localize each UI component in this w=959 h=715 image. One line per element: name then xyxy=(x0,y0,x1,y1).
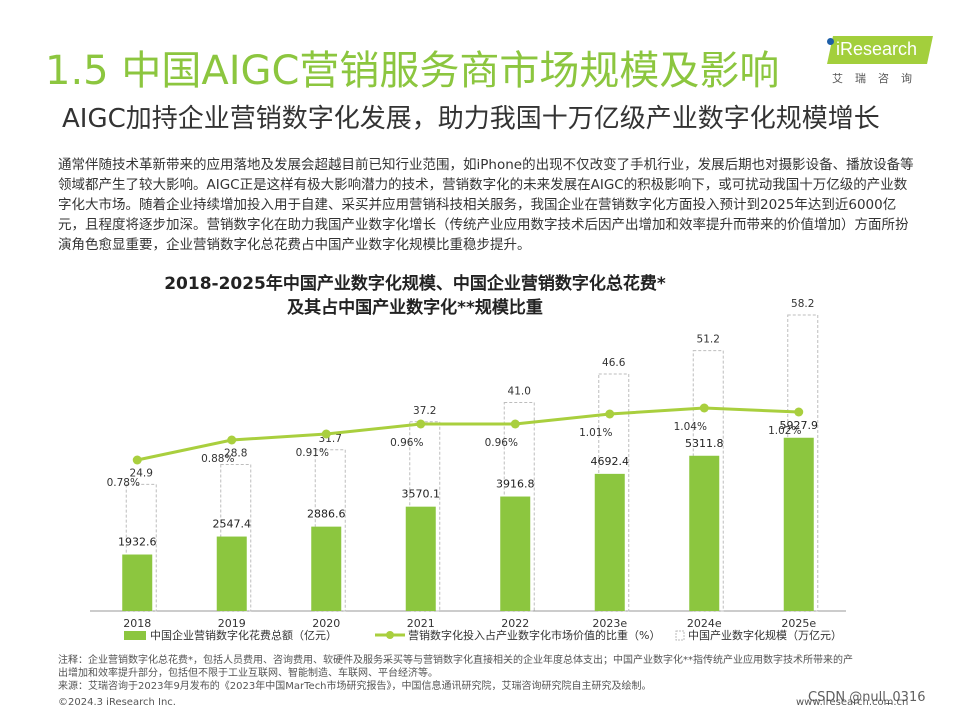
x-tick-label: 2023e xyxy=(592,617,627,630)
ratio-point xyxy=(699,403,709,413)
legend-scale-swatch xyxy=(675,630,685,641)
x-tick-label: 2018 xyxy=(123,617,151,630)
iresearch-logo: iResearch 艾瑞咨询 xyxy=(822,36,933,92)
spend-bar xyxy=(500,496,531,611)
legend-bar-label: 中国企业营销数字化花费总额（亿元） xyxy=(150,628,337,642)
spend-bar-label: 2886.6 xyxy=(307,508,346,521)
ratio-point xyxy=(321,429,331,439)
scale-bar-label: 51.2 xyxy=(697,334,720,346)
ratio-point-label: 1.01% xyxy=(579,427,612,439)
logo-text: iResearch xyxy=(836,39,918,59)
spend-bar-label: 5311.8 xyxy=(685,437,724,450)
spend-bar xyxy=(689,455,720,611)
spend-bar-label: 3570.1 xyxy=(402,488,441,501)
ratio-point-label: 0.78% xyxy=(107,477,140,489)
ratio-point-label: 1.04% xyxy=(674,421,707,433)
ratio-point xyxy=(510,419,520,429)
legend-line-marker xyxy=(386,631,394,639)
scale-bar-label: 46.6 xyxy=(602,357,626,369)
page-title: 1.5 中国AIGC营销服务商市场规模及影响 xyxy=(45,48,780,94)
ratio-point xyxy=(227,435,237,445)
logo-chinese-text: 艾瑞咨询 xyxy=(832,72,924,85)
ratio-point xyxy=(132,455,142,465)
spend-bar xyxy=(216,536,247,611)
spend-bar-label: 4692.4 xyxy=(591,455,630,468)
legend-bar-swatch xyxy=(124,631,146,640)
spend-bar-label: 1932.6 xyxy=(118,536,157,549)
scale-bar-label: 41.0 xyxy=(508,385,531,397)
ratio-point xyxy=(605,409,615,419)
page-subtitle: AIGC加持企业营销数字化发展，助力我国十万亿级产业数字化规模增长 xyxy=(62,104,880,134)
ratio-point-label: 0.96% xyxy=(390,437,423,449)
x-tick-label: 2025e xyxy=(781,617,816,630)
spend-bar xyxy=(122,554,153,611)
scale-bar xyxy=(409,421,441,612)
ratio-point-label: 0.88% xyxy=(201,453,234,465)
x-tick-label: 2020 xyxy=(312,617,340,630)
notes-line-2: 出增加和效率提升部分，包括但不限于工业互联网、智能制造、车联网、平台经济等。 xyxy=(58,668,438,679)
legend-line-label: 营销数字化投入占产业数字化市场价值的比重（%） xyxy=(408,628,660,642)
spend-bar-label: 5927.9 xyxy=(780,419,819,432)
spend-bar-label: 2547.4 xyxy=(213,518,252,531)
chart-title-line-1: 2018-2025年中国产业数字化规模、中国企业营销数字化总花费* xyxy=(164,274,666,294)
chart-title-line-2: 及其占中国产业数字化**规模比重 xyxy=(287,298,543,318)
legend-scale-label: 中国产业数字化规模（万亿元） xyxy=(688,628,842,642)
scale-bar-label: 58.2 xyxy=(791,298,814,310)
x-tick-label: 2024e xyxy=(687,617,722,630)
spend-bar xyxy=(405,506,436,611)
chart-notes: 注释：企业营销数字化总花费*，包括人员费用、咨询费用、软硬件及服务采买等与营销数… xyxy=(58,654,918,693)
spend-bar xyxy=(783,437,814,611)
logo-dot-icon xyxy=(827,38,834,45)
x-tick-label: 2022 xyxy=(501,617,529,630)
copyright: ©2024.3 iResearch Inc. xyxy=(58,697,176,708)
x-tick-label: 2021 xyxy=(407,617,435,630)
ratio-point-label: 0.96% xyxy=(485,437,518,449)
scale-bar-label: 24.9 xyxy=(130,467,153,479)
scale-bar-label: 28.8 xyxy=(224,448,247,460)
x-tick-label: 2019 xyxy=(218,617,246,630)
ratio-point xyxy=(416,419,426,429)
ratio-point-label: 0.91% xyxy=(296,447,329,459)
scale-bar-label: 37.2 xyxy=(413,405,436,417)
ratio-point-label: 1.02% xyxy=(768,425,801,437)
source-line: 来源：艾瑞咨询于2023年9月发布的《2023年中国MarTech市场研究报告》… xyxy=(58,681,652,692)
chart-title: 2018-2025年中国产业数字化规模、中国企业营销数字化总花费* 及其占中国产… xyxy=(130,272,700,320)
body-paragraph: 通常伴随技术革新带来的应用落地及发展会超越目前已知行业范围，如iPhone的出现… xyxy=(58,157,914,253)
spend-bar xyxy=(311,526,342,611)
notes-line-1: 注释：企业营销数字化总花费*，包括人员费用、咨询费用、软硬件及服务采买等与营销数… xyxy=(58,655,853,666)
spend-bar xyxy=(594,473,625,611)
ratio-point xyxy=(794,407,804,417)
footer-site: www.iresearch.com.cn xyxy=(796,697,909,708)
spend-bar-label: 3916.8 xyxy=(496,478,535,491)
watermark: CSDN @null_0316 xyxy=(808,690,926,705)
ratio-line xyxy=(136,406,799,462)
